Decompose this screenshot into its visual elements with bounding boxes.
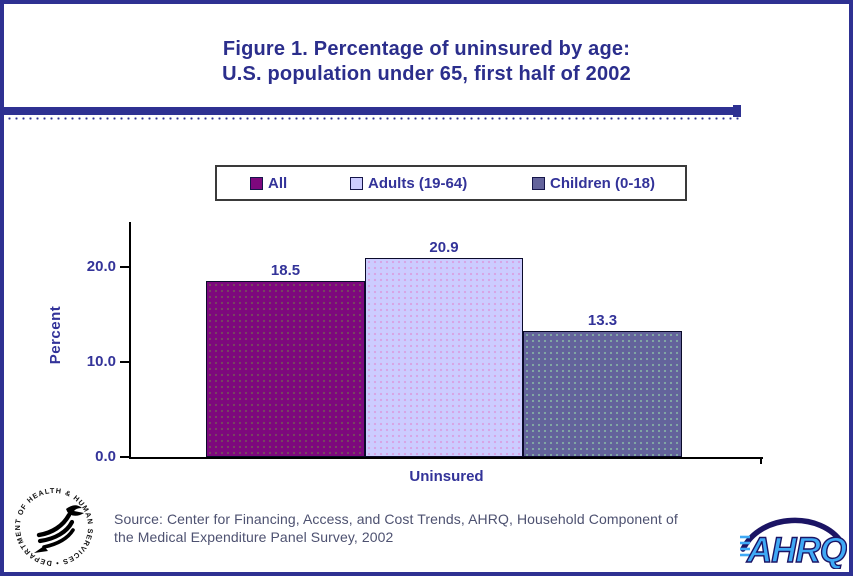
source-note-line1: Source: Center for Financing, Access, an… bbox=[114, 511, 678, 527]
legend-label-adults: Adults (19-64) bbox=[368, 174, 468, 192]
y-tick-label-0: 0.0 bbox=[95, 448, 116, 465]
title-divider-rule-endcap bbox=[733, 105, 741, 117]
bar-value-children: 13.3 bbox=[587, 312, 618, 329]
ahrq-logo: AHRQ bbox=[740, 517, 847, 569]
title-divider-rule bbox=[4, 107, 737, 115]
bar-value-adults: 20.9 bbox=[429, 239, 459, 256]
legend-item-all: All bbox=[250, 167, 287, 199]
bar-all: 18.5 bbox=[206, 262, 365, 457]
ahrq-speed-lines bbox=[740, 535, 750, 557]
hhs-department-seal-logo: DEPARTMENT OF HEALTH & HUMAN SERVICES • … bbox=[13, 486, 95, 568]
legend-label-children: Children (0-18) bbox=[550, 174, 656, 192]
figure-title: Figure 1. Percentage of uninsured by age… bbox=[0, 37, 853, 87]
legend-swatch-adults bbox=[350, 176, 363, 190]
ahrq-wordmark-text: AHRQ bbox=[746, 531, 847, 569]
y-tick-0 bbox=[120, 456, 129, 458]
svg-text:DEPARTMENT OF HEALTH & HUMAN S: DEPARTMENT OF HEALTH & HUMAN SERVICES • … bbox=[13, 486, 95, 568]
legend-item-children: Children (0-18) bbox=[532, 167, 655, 199]
bar-value-all: 18.5 bbox=[270, 262, 301, 279]
legend-label-all: All bbox=[268, 174, 288, 192]
x-axis-line bbox=[129, 457, 763, 459]
figure-title-line2: U.S. population under 65, first half of … bbox=[222, 63, 631, 85]
y-tick-label-20: 20.0 bbox=[86, 258, 116, 275]
ahrq-swoosh-arc bbox=[740, 517, 845, 552]
x-axis-end-tick bbox=[760, 457, 762, 464]
hhs-eagle-icon bbox=[34, 505, 84, 553]
y-tick-label-10: 10.0 bbox=[86, 353, 116, 370]
bar-children: 13.3 bbox=[523, 312, 682, 457]
hhs-seal-circular-text: DEPARTMENT OF HEALTH & HUMAN SERVICES • … bbox=[13, 486, 94, 568]
legend-swatch-children bbox=[532, 176, 545, 190]
y-axis-line bbox=[129, 222, 131, 459]
legend-item-adults: Adults (19-64) bbox=[350, 167, 467, 199]
bar-adults: 20.9 bbox=[365, 239, 523, 457]
source-note-line2: the Medical Expenditure Panel Survey, 20… bbox=[114, 528, 394, 545]
x-axis-title: Uninsured bbox=[409, 468, 484, 485]
title-divider-dotted-shadow bbox=[6, 117, 739, 120]
y-tick-20 bbox=[120, 266, 129, 268]
y-axis-title: Percent bbox=[47, 305, 64, 365]
legend-swatch-all bbox=[250, 176, 263, 190]
source-note: Source: Center for Financing, Access, an… bbox=[114, 511, 774, 546]
chart-legend: All Adults (19-64) Children (0-18) bbox=[215, 165, 687, 201]
y-tick-10 bbox=[120, 361, 129, 363]
figure-title-line1: Figure 1. Percentage of uninsured by age… bbox=[222, 38, 631, 60]
